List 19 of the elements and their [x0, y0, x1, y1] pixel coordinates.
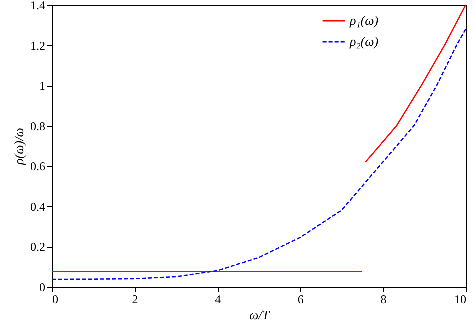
y-tick-label: 1.2 — [30, 38, 46, 53]
legend-label: ρ₂(ω) — [349, 34, 379, 49]
x-tick-label: 2 — [132, 292, 138, 306]
y-tick-label: 0.6 — [30, 160, 46, 174]
x-tick-label: 10 — [454, 292, 466, 306]
x-tick-label: 0 — [52, 292, 58, 306]
y-tick-label: 1 — [40, 79, 46, 94]
line-series — [51, 28, 467, 280]
x-tick-label: 4 — [215, 292, 222, 306]
x-tick-label: 8 — [380, 292, 387, 306]
x-tick-label: 6 — [298, 292, 304, 306]
y-tick-label: 0.2 — [30, 240, 46, 254]
legend-label: ρ₁(ω) — [349, 13, 379, 28]
y-tick-label: 0.8 — [30, 119, 46, 134]
y-tick-label: 1.4 — [30, 0, 46, 12]
x-axis-title: ω/T — [249, 308, 270, 322]
y-tick-label: 0.4 — [30, 200, 46, 214]
y-tick-label: 0 — [40, 280, 46, 294]
y-axis-title: ρ(ω)/ω — [12, 128, 26, 166]
